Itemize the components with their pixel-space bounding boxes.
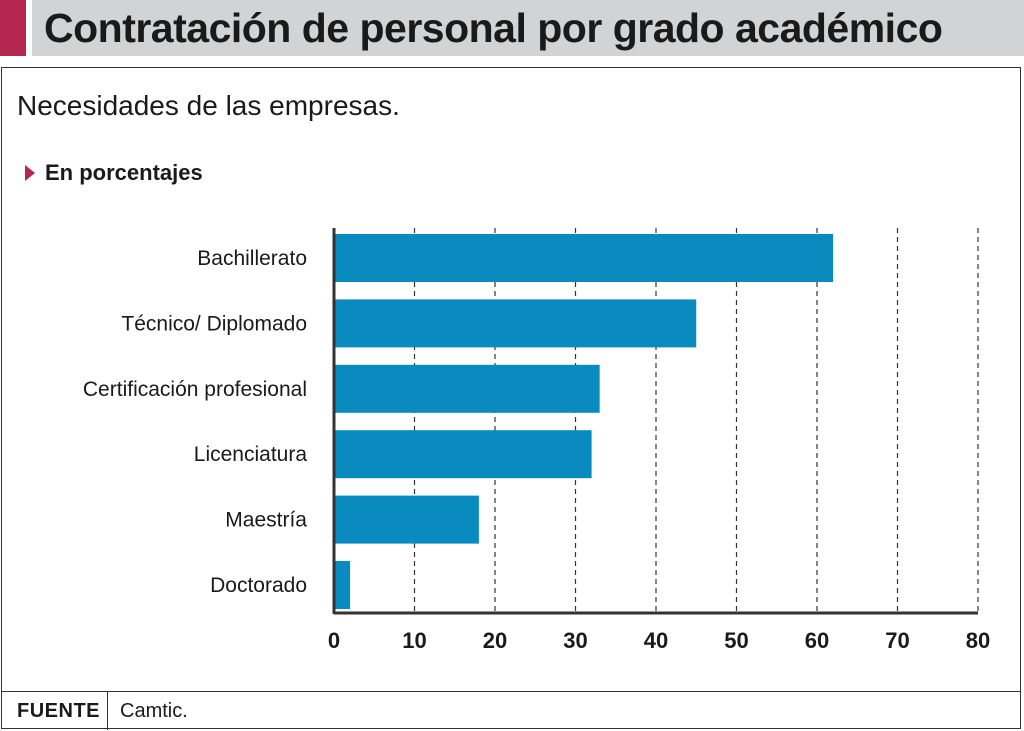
category-label: Técnico/ Diplomado [121, 312, 307, 335]
footer-separator [107, 692, 108, 730]
header-accent [0, 0, 26, 56]
page-title: Contratación de personal por grado acadé… [44, 5, 943, 51]
category-label: Bachillerato [197, 247, 307, 270]
unit-label-text: En porcentajes [45, 160, 203, 185]
bar-1 [334, 234, 834, 282]
source-value: Camtic. [120, 700, 188, 722]
source-key: FUENTE [17, 700, 100, 722]
bar-4 [334, 430, 592, 479]
chart-frame [1, 67, 1021, 729]
bar-3 [334, 364, 600, 413]
category-label: Maestría [225, 509, 307, 532]
category-label: Licenciatura [194, 443, 308, 466]
header-band [32, 0, 1024, 56]
x-tick-label: 10 [402, 628, 426, 653]
bar-5 [334, 495, 479, 544]
unit-label: En porcentajes [25, 158, 203, 188]
x-tick-label: 20 [483, 628, 507, 653]
chart-subtitle: Necesidades de las empresas. [17, 90, 400, 121]
x-tick-label: 40 [644, 628, 668, 653]
x-tick-label: 50 [724, 628, 748, 653]
category-label: Certificación profesional [83, 378, 307, 401]
category-label: Doctorado [210, 574, 307, 597]
bar-2 [334, 299, 697, 348]
x-tick-label: 70 [885, 628, 909, 653]
x-tick-label: 30 [563, 628, 587, 653]
x-tick-label: 60 [805, 628, 829, 653]
x-tick-label: 80 [966, 628, 990, 653]
triangle-bullet-icon [25, 164, 35, 181]
x-tick-label: 0 [328, 628, 340, 653]
footer-divider [1, 691, 1021, 692]
bar-6 [334, 561, 351, 609]
